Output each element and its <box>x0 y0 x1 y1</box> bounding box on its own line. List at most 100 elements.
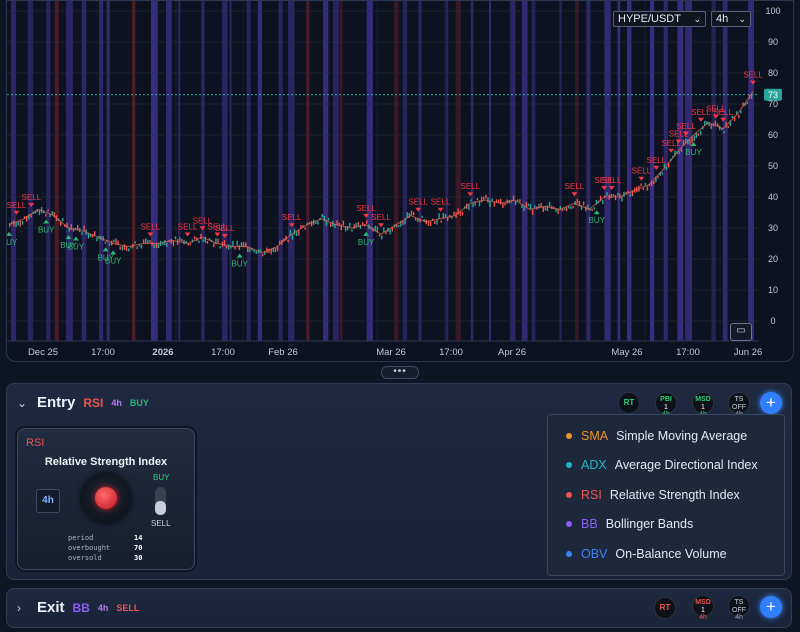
panel-splitter[interactable]: ••• <box>381 366 419 379</box>
candle <box>172 240 175 247</box>
screenshot-button[interactable]: ▭ <box>730 323 752 341</box>
candle <box>674 150 676 157</box>
buy-sell-toggle[interactable] <box>155 487 166 515</box>
candle <box>289 229 291 236</box>
buy-zone-band <box>165 1 172 341</box>
candle <box>374 225 376 232</box>
exit-realtime-badge[interactable]: RT <box>654 597 676 619</box>
sell-arrow-icon <box>571 192 578 197</box>
candle <box>245 242 247 248</box>
candle <box>587 204 589 210</box>
buy-signal-label: BUY <box>60 241 77 250</box>
candle <box>123 244 126 250</box>
candle <box>644 183 646 186</box>
candle <box>591 208 593 211</box>
msd-badge[interactable]: MSD 1 4h <box>692 392 714 418</box>
candle <box>457 208 459 214</box>
sell-arrow-icon <box>363 213 370 218</box>
exit-trailing-stop-badge[interactable]: TS OFF 4h <box>728 595 750 621</box>
candle <box>729 120 731 127</box>
candle <box>338 222 340 226</box>
sell-arrow-icon <box>28 203 35 208</box>
sell-signal-label: SELL <box>632 167 652 176</box>
trailing-stop-badge[interactable]: TS OFF 4h <box>728 392 750 418</box>
x-axis-tick-label: 17:00 <box>676 347 700 358</box>
sell-signal-label: SELL <box>282 213 302 222</box>
candle <box>429 221 432 226</box>
chevron-right-icon[interactable]: › <box>17 600 21 615</box>
sell-signal-label: SELL <box>713 108 733 117</box>
timeframe-select[interactable]: 4h ⌄ <box>711 11 751 27</box>
candle <box>489 201 491 207</box>
sell-arrow-icon <box>13 210 20 215</box>
candle <box>606 192 608 196</box>
candle <box>293 228 296 235</box>
add-exit-indicator-button[interactable]: + <box>760 596 782 618</box>
rsi-power-knob[interactable] <box>82 474 130 522</box>
buy-zone-band <box>27 1 34 341</box>
entry-section: ⌄ Entry RSI 4h BUY RT PBI 1 4h MSD 1 4h … <box>6 383 792 580</box>
indicator-name: On-Balance Volume <box>615 547 727 561</box>
sell-arrow-icon <box>199 226 206 231</box>
candle <box>204 236 206 243</box>
add-entry-indicator-button[interactable]: + <box>760 392 782 414</box>
realtime-badge[interactable]: RT <box>618 392 640 414</box>
rsi-timeframe-button[interactable]: 4h <box>36 489 60 513</box>
candle <box>130 246 132 249</box>
candle <box>708 122 710 126</box>
candle <box>595 199 598 205</box>
sell-signal-label: SELL <box>565 182 585 191</box>
pair-select[interactable]: HYPE/USDT ⌄ <box>613 11 706 27</box>
entry-header[interactable]: ⌄ Entry RSI 4h BUY <box>17 394 149 411</box>
exit-msd-badge[interactable]: MSD 1 4h <box>692 595 714 621</box>
indicator-option-bb[interactable]: BB Bollinger Bands <box>566 517 693 531</box>
candle <box>298 230 300 236</box>
exit-section: › Exit BB 4h SELL RT MSD 1 4h TS OFF 4h … <box>6 588 792 628</box>
chevron-down-icon[interactable]: ⌄ <box>17 395 28 410</box>
current-price-tag <box>764 88 782 101</box>
dot-icon <box>566 433 572 439</box>
pbi-badge[interactable]: PBI 1 4h <box>655 392 677 418</box>
y-axis-tick-label: 100 <box>765 6 780 16</box>
candle <box>89 234 92 237</box>
candle <box>94 231 96 236</box>
candle <box>661 172 663 175</box>
candle <box>689 139 691 145</box>
candle <box>249 248 251 253</box>
candle <box>568 206 570 209</box>
candle <box>612 194 615 197</box>
candle <box>570 206 572 209</box>
candle <box>306 222 308 225</box>
dot-icon <box>566 492 572 498</box>
candle <box>517 199 519 202</box>
candle <box>45 214 47 217</box>
indicator-option-rsi[interactable]: RSI Relative Strength Index <box>566 488 740 502</box>
indicator-option-adx[interactable]: ADX Average Directional Index <box>566 458 758 472</box>
candle <box>523 206 525 212</box>
candle <box>179 237 181 242</box>
indicator-option-obv[interactable]: OBV On-Balance Volume <box>566 547 727 561</box>
candle <box>627 190 629 193</box>
candle <box>668 162 670 168</box>
candle <box>259 249 262 252</box>
indicator-name: Bollinger Bands <box>605 517 694 531</box>
candle <box>327 218 330 221</box>
candle <box>504 202 506 206</box>
candle <box>253 249 255 253</box>
rsi-indicator-card[interactable]: RSI Relative Strength Index 4h BUY SELL … <box>17 428 195 570</box>
buy-signal-label: BUY <box>97 253 114 262</box>
candle <box>685 138 687 144</box>
exit-header[interactable]: › Exit BB 4h SELL <box>17 599 139 616</box>
candle <box>68 227 70 232</box>
candle <box>400 220 402 227</box>
price-chart[interactable]: 73 SELL SELL SELL SELL SELL SELL SELL SELL SELL SE… <box>6 0 794 362</box>
candle <box>149 240 151 244</box>
candle <box>742 102 744 107</box>
buy-zone-band <box>150 1 158 341</box>
sell-arrow-icon <box>378 223 384 228</box>
indicator-abbr: RSI <box>581 488 602 502</box>
indicator-option-sma[interactable]: SMA Simple Moving Average <box>566 429 747 443</box>
candle <box>353 224 355 229</box>
buy-arrow-icon <box>102 247 109 252</box>
